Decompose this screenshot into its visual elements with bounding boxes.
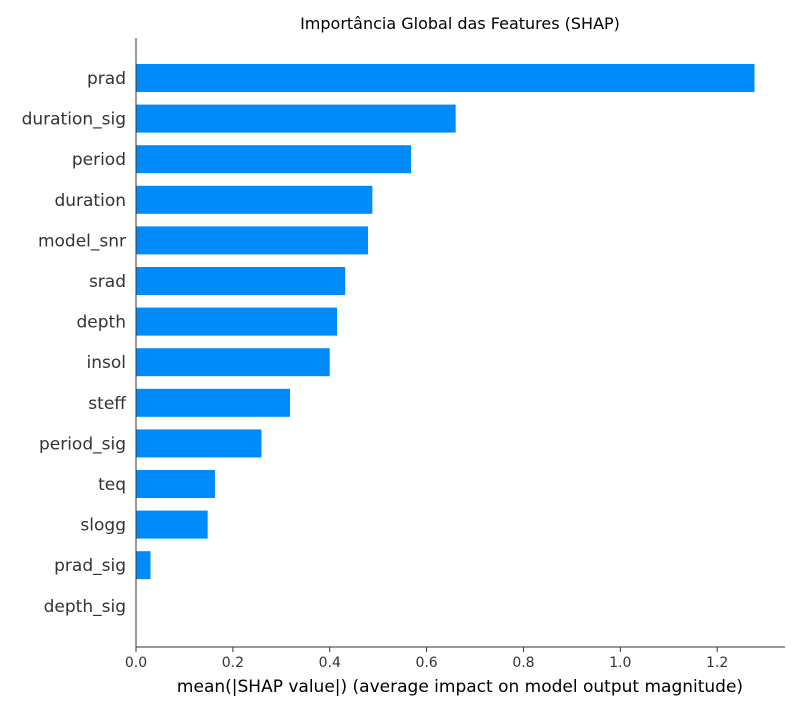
x-axis-label: mean(|SHAP value|) (average impact on mo… — [177, 677, 743, 697]
x-ticks: 0.0 0.2 0.4 0.6 0.8 1.0 1.2 — [125, 647, 728, 671]
bar-period — [136, 145, 412, 174]
y-tick-label-depth_sig: depth_sig — [44, 597, 126, 617]
bar-srad — [136, 267, 346, 295]
y-tick-label-slogg: slogg — [80, 516, 126, 536]
bars-group — [136, 64, 755, 580]
y-tick-label-period: period — [72, 150, 126, 170]
bar-insol — [136, 348, 330, 377]
y-tick-label-prad_sig: prad_sig — [54, 556, 126, 576]
bar-teq — [136, 470, 215, 498]
y-tick-label-duration: duration — [54, 191, 126, 211]
x-tick-label: 1.0 — [609, 655, 631, 671]
bar-prad_sig — [136, 551, 151, 580]
y-tick-label-steff: steff — [88, 394, 127, 414]
bar-duration_sig — [136, 104, 456, 133]
chart-title: Importância Global das Features (SHAP) — [300, 14, 620, 33]
x-tick-label: 0.2 — [222, 655, 244, 671]
y-tick-label-insol: insol — [87, 353, 126, 373]
y-tick-label-prad: prad — [87, 69, 126, 89]
y-tick-label-srad: srad — [89, 272, 126, 292]
bar-steff — [136, 388, 291, 417]
y-tick-label-model_snr: model_snr — [38, 231, 126, 251]
bar-model_snr — [136, 226, 368, 255]
x-tick-label: 0.0 — [125, 655, 147, 671]
y-tick-label-depth: depth — [77, 313, 126, 333]
x-tick-label: 1.2 — [706, 655, 728, 671]
bar-period_sig — [136, 429, 262, 458]
y-tick-label-period_sig: period_sig — [39, 434, 126, 454]
bar-duration — [136, 185, 373, 214]
y-tick-label-duration_sig: duration_sig — [22, 110, 126, 130]
y-tick-label-teq: teq — [98, 475, 126, 495]
x-tick-label: 0.4 — [319, 655, 341, 671]
x-tick-label: 0.8 — [512, 655, 534, 671]
bar-prad — [136, 64, 755, 92]
x-tick-label: 0.6 — [415, 655, 437, 671]
bar-slogg — [136, 510, 208, 539]
bar-depth — [136, 307, 337, 336]
